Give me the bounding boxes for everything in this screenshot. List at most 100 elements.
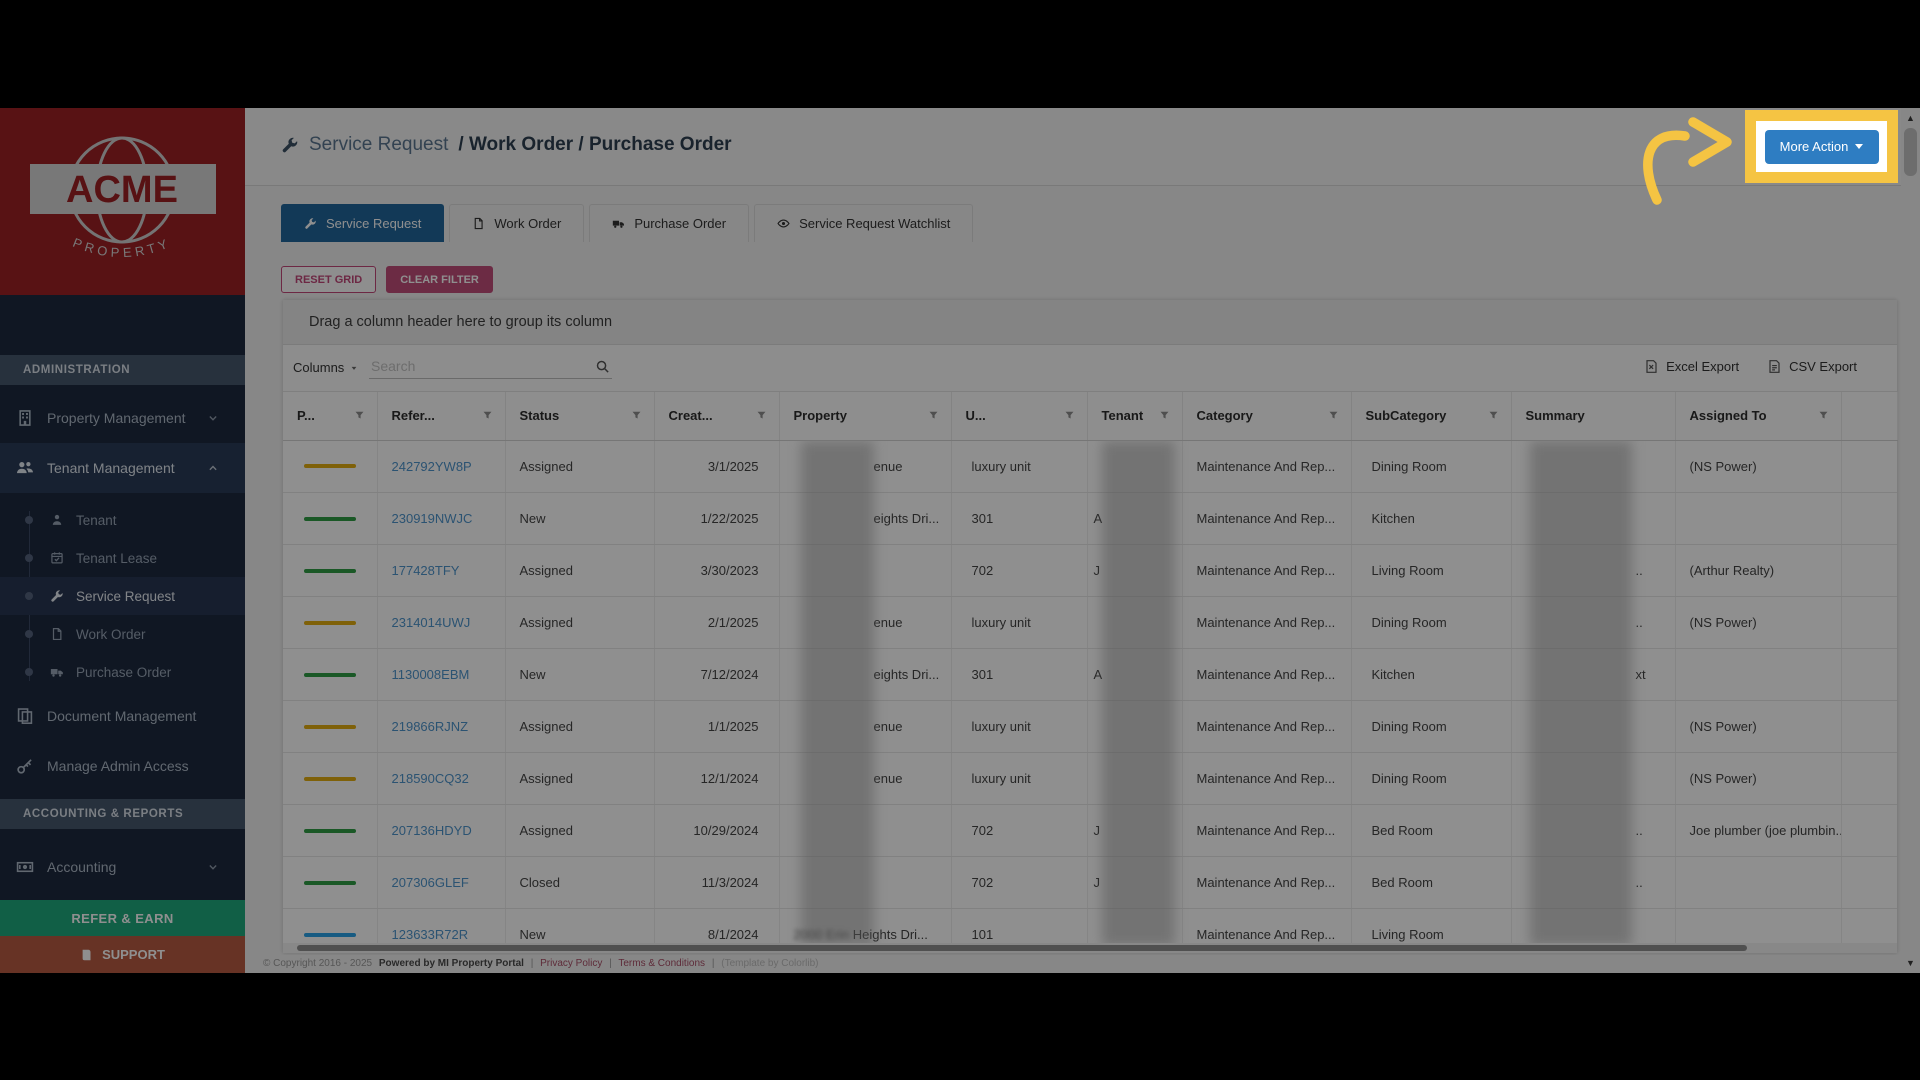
created-cell: 7/12/2024: [654, 648, 780, 701]
spacer-cell: [1841, 648, 1897, 701]
filter-funnel-icon[interactable]: [928, 410, 939, 421]
refer-and-earn-button[interactable]: REFER & EARN: [0, 900, 245, 936]
tab-purchase-order[interactable]: Purchase Order: [589, 204, 750, 242]
horizontal-scrollbar[interactable]: [283, 943, 1897, 953]
priority-dash: [303, 880, 356, 885]
sidebar-subitem-purchase-order[interactable]: Purchase Order: [0, 653, 245, 691]
column-header-priority[interactable]: P...: [283, 392, 378, 441]
filter-funnel-icon[interactable]: [1328, 410, 1339, 421]
summary-cell: xt: [1511, 648, 1676, 701]
group-by-bar[interactable]: Drag a column header here to group its c…: [283, 300, 1897, 345]
column-header-property[interactable]: Property: [779, 392, 952, 441]
table-row[interactable]: 207306GLEF Closed 11/3/2024 702 J Maintenance…: [283, 856, 1897, 909]
reference-link[interactable]: 123633R72R: [391, 927, 469, 942]
reference-link[interactable]: 1130008EBM: [391, 667, 470, 682]
reference-link[interactable]: 218590CQ32: [391, 771, 469, 786]
reference-link[interactable]: 2314014UWJ: [391, 615, 471, 630]
category-cell: Maintenance And Rep...: [1182, 544, 1352, 597]
table-row[interactable]: 1130008EBM New 7/12/2024 eights Dri... 301 A M…: [283, 648, 1897, 701]
tenant-cell: [1087, 908, 1183, 946]
sidebar-subitem-tenant[interactable]: Tenant: [0, 501, 245, 539]
sidebar-item-manage-admin-access[interactable]: Manage Admin Access: [0, 741, 245, 791]
reference-link[interactable]: 207306GLEF: [391, 875, 469, 890]
column-header-summary[interactable]: Summary: [1511, 392, 1676, 441]
support-button[interactable]: SUPPORT: [0, 936, 245, 973]
table-row[interactable]: 177428TFY Assigned 3/30/2023 702 J Maintenanc…: [283, 544, 1897, 597]
columns-chooser-button[interactable]: Columns: [293, 360, 359, 375]
documents-icon: [16, 707, 34, 725]
column-header-category[interactable]: Category: [1182, 392, 1352, 441]
reference-link[interactable]: 242792YW8P: [391, 458, 472, 474]
table-row[interactable]: 219866RJNZ Assigned 1/1/2025 enue luxury uni…: [283, 700, 1897, 753]
column-header-unit[interactable]: U...: [951, 392, 1088, 441]
column-header-assigned[interactable]: Assigned To: [1675, 392, 1842, 441]
table-row[interactable]: 218590CQ32 Assigned 12/1/2024 enue luxury un…: [283, 752, 1897, 805]
filter-funnel-icon[interactable]: [1159, 410, 1170, 421]
reference-link[interactable]: 219866RJNZ: [391, 719, 469, 734]
scroll-down-arrow-icon[interactable]: ▼: [1906, 958, 1915, 968]
tab-service-request[interactable]: Service Request: [281, 204, 445, 242]
created-cell: 3/30/2023: [654, 544, 780, 597]
reset-grid-button[interactable]: RESET GRID: [281, 266, 377, 293]
search-icon[interactable]: [595, 359, 610, 374]
filter-funnel-icon[interactable]: [354, 410, 365, 421]
sidebar-subitem-work-order[interactable]: Work Order: [0, 615, 245, 653]
spacer-cell: [1841, 700, 1897, 753]
sidebar-item-property-management[interactable]: Property Management: [0, 393, 245, 443]
reference-link[interactable]: 230919NWJC: [391, 511, 473, 526]
reference-cell: 219866RJNZ: [377, 700, 506, 753]
filter-funnel-icon[interactable]: [482, 410, 493, 421]
column-header-tenant[interactable]: Tenant: [1087, 392, 1183, 441]
tab-service-request-watchlist[interactable]: Service Request Watchlist: [754, 204, 974, 242]
vertical-scrollbar[interactable]: ▲ ▼: [1901, 108, 1920, 973]
table-row[interactable]: 230919NWJC New 1/22/2025 eights Dri... 301 A M…: [283, 492, 1897, 545]
table-row[interactable]: 242792YW8P Assigned 3/1/2025 enue luxury uni…: [283, 440, 1897, 493]
priority-dash: [303, 672, 356, 677]
excel-export-button[interactable]: Excel Export: [1644, 359, 1739, 374]
column-header-reference[interactable]: Refer...: [377, 392, 506, 441]
column-header-subcategory[interactable]: SubCategory: [1351, 392, 1512, 441]
filter-funnel-icon[interactable]: [1818, 410, 1829, 421]
column-header-spacer[interactable]: [1841, 392, 1898, 441]
column-header-status[interactable]: Status: [505, 392, 655, 441]
subcategory-cell: Bed Room: [1351, 856, 1512, 909]
priority-dash: [303, 932, 356, 937]
priority-cell: [283, 544, 378, 597]
priority-cell: [283, 596, 378, 649]
sidebar-item-document-management[interactable]: Document Management: [0, 691, 245, 741]
csv-export-button[interactable]: CSV Export: [1767, 359, 1857, 374]
more-action-button[interactable]: More Action: [1764, 129, 1879, 164]
table-row[interactable]: 123633R72R New 8/1/2024 2000 Erin Heights D…: [283, 908, 1897, 946]
subcategory-cell: Living Room: [1351, 544, 1512, 597]
vertical-scrollbar-thumb[interactable]: [1904, 128, 1917, 176]
priority-dash: [303, 516, 356, 521]
search-input[interactable]: [369, 353, 584, 378]
filter-funnel-icon[interactable]: [1488, 410, 1499, 421]
sidebar-subitem-label: Purchase Order: [76, 664, 172, 680]
column-header-label: Property: [793, 408, 847, 424]
column-header-created[interactable]: Creat...: [654, 392, 780, 441]
tab-work-order[interactable]: Work Order: [449, 204, 585, 242]
sidebar-item-accounting[interactable]: Accounting: [0, 843, 245, 891]
grid-toolbar: Columns Excel Export: [283, 345, 1897, 392]
sidebar-item-tenant-management[interactable]: Tenant Management: [0, 443, 245, 493]
priority-cell: [283, 804, 378, 857]
reference-link[interactable]: 177428TFY: [391, 563, 460, 578]
sidebar-subitem-tenant-lease[interactable]: Tenant Lease: [0, 539, 245, 577]
table-row[interactable]: 207136HDYD Assigned 10/29/2024 702 J Maintena…: [283, 804, 1897, 857]
terms-link[interactable]: Terms & Conditions: [618, 958, 706, 969]
filter-funnel-icon[interactable]: [631, 410, 642, 421]
filter-funnel-icon[interactable]: [756, 410, 767, 421]
filter-funnel-icon[interactable]: [1064, 410, 1075, 421]
sidebar-subitem-service-request[interactable]: Service Request: [0, 577, 245, 615]
clear-filter-button[interactable]: CLEAR FILTER: [386, 266, 493, 293]
wrench-icon: [281, 136, 299, 154]
scroll-up-arrow-icon[interactable]: ▲: [1906, 113, 1915, 123]
property-fragment: Heights Dri...: [852, 927, 928, 942]
table-row[interactable]: 2314014UWJ Assigned 2/1/2025 enue luxury uni…: [283, 596, 1897, 649]
subcategory-cell: Living Room: [1351, 908, 1512, 946]
horizontal-scrollbar-thumb[interactable]: [297, 945, 1747, 951]
privacy-policy-link[interactable]: Privacy Policy: [540, 958, 603, 969]
reference-link[interactable]: 207136HDYD: [391, 823, 472, 838]
